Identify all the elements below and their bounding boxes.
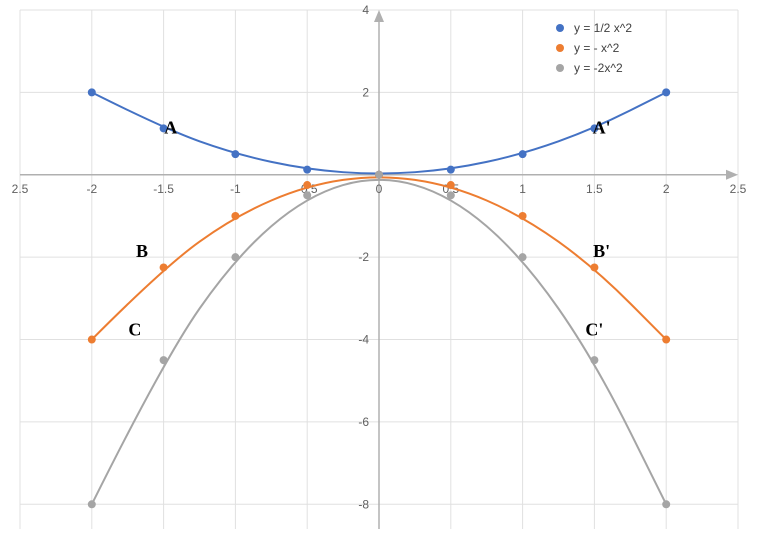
x-tick-label: -2 — [86, 182, 97, 196]
series-marker — [160, 356, 168, 364]
legend-label: y = 1/2 x^2 — [574, 21, 632, 35]
series-marker — [519, 253, 527, 261]
y-tick-label: -8 — [358, 497, 369, 511]
point-label: C' — [585, 319, 603, 339]
y-tick-label: 4 — [362, 3, 369, 17]
series-marker — [160, 263, 168, 271]
series-marker — [590, 356, 598, 364]
x-tick-label: 2.5 — [730, 182, 747, 196]
series-marker — [519, 212, 527, 220]
x-tick-label: 2.5 — [12, 182, 29, 196]
series-marker — [303, 181, 311, 189]
parabola-chart: 2.5-2-1.5-1-0.500.511.522.5-8-6-4-224AA'… — [0, 0, 758, 539]
series-marker — [590, 263, 598, 271]
series-marker — [303, 191, 311, 199]
series-marker — [662, 500, 670, 508]
y-tick-label: -4 — [358, 333, 369, 347]
series-marker — [375, 171, 383, 179]
series-marker — [231, 253, 239, 261]
y-tick-label: -2 — [358, 250, 369, 264]
legend-marker — [556, 24, 564, 32]
series-marker — [447, 166, 455, 174]
legend-label: y = - x^2 — [574, 41, 620, 55]
point-label: C — [128, 319, 141, 339]
x-tick-label: 0 — [376, 182, 383, 196]
x-axis-arrow-icon — [726, 170, 738, 180]
chart-container: 2.5-2-1.5-1-0.500.511.522.5-8-6-4-224AA'… — [0, 0, 758, 539]
x-tick-label: 2 — [663, 182, 670, 196]
x-tick-label: -1 — [230, 182, 241, 196]
series-marker — [519, 150, 527, 158]
series-marker — [88, 500, 96, 508]
series-marker — [303, 166, 311, 174]
legend-marker — [556, 44, 564, 52]
series-marker — [88, 336, 96, 344]
point-label: B — [136, 241, 148, 261]
series-marker — [88, 88, 96, 96]
y-tick-label: -6 — [358, 415, 369, 429]
series-marker — [447, 191, 455, 199]
legend-marker — [556, 64, 564, 72]
y-axis-arrow-icon — [374, 10, 384, 22]
point-label: A' — [593, 118, 611, 138]
series-marker — [447, 181, 455, 189]
x-tick-label: 1.5 — [586, 182, 603, 196]
x-tick-label: -1.5 — [153, 182, 174, 196]
series-marker — [662, 88, 670, 96]
series-marker — [662, 336, 670, 344]
series-marker — [231, 150, 239, 158]
series-marker — [231, 212, 239, 220]
legend-label: y = -2x^2 — [574, 61, 623, 75]
x-tick-label: 1 — [519, 182, 526, 196]
point-label: B' — [593, 241, 610, 261]
point-label: A — [164, 118, 177, 138]
y-tick-label: 2 — [362, 85, 369, 99]
